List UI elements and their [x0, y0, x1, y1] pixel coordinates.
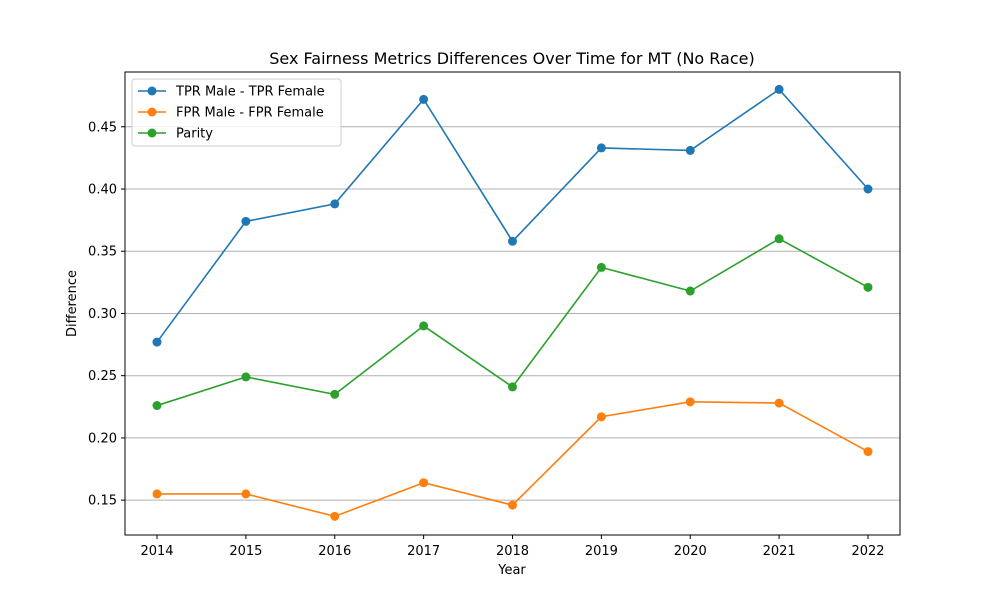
y-tick-label: 0.20	[88, 431, 117, 446]
x-tick-label: 2014	[140, 544, 173, 559]
data-point	[596, 412, 606, 422]
x-axis-ticks: 2014 2015 2016 2017 2018 2019 2020 2021 2022	[140, 535, 885, 559]
y-tick-label: 0.25	[88, 369, 117, 384]
data-point	[330, 199, 340, 209]
y-axis-ticks: 0.15 0.20 0.25 0.30 0.35 0.40 0.45	[88, 120, 125, 509]
data-point	[152, 401, 162, 411]
legend: TPR Male - TPR Female FPR Male - FPR Fema…	[131, 78, 342, 147]
x-tick-label: 2022	[851, 544, 884, 559]
data-point	[241, 372, 251, 382]
data-point	[685, 286, 695, 296]
data-point	[774, 398, 784, 408]
legend-entry-label: FPR Male - FPR Female	[176, 106, 324, 121]
data-point	[863, 447, 873, 457]
data-point	[863, 184, 873, 194]
x-axis-label: Year	[497, 563, 526, 578]
y-tick-label: 0.35	[88, 245, 117, 260]
legend-swatch-marker	[147, 107, 157, 117]
x-tick-label: 2017	[407, 544, 440, 559]
x-tick-label: 2015	[229, 544, 262, 559]
data-point	[152, 337, 162, 347]
x-tick-label: 2019	[585, 544, 618, 559]
data-point	[419, 321, 429, 331]
chart-title: Sex Fairness Metrics Differences Over Ti…	[269, 49, 754, 68]
data-point	[508, 382, 517, 392]
data-point	[419, 478, 429, 488]
data-point	[330, 389, 340, 399]
data-point	[596, 143, 606, 153]
legend-entry-label: Parity	[176, 127, 213, 142]
y-tick-label: 0.40	[88, 182, 117, 197]
data-point	[330, 511, 340, 521]
x-tick-label: 2021	[763, 544, 796, 559]
data-point	[152, 489, 162, 499]
series-layer	[152, 84, 873, 521]
data-point	[863, 282, 873, 292]
x-tick-label: 2018	[496, 544, 529, 559]
data-point	[419, 94, 429, 104]
data-point	[774, 234, 784, 244]
legend-entry-label: TPR Male - TPR Female	[175, 85, 325, 100]
y-tick-label: 0.15	[88, 494, 117, 509]
legend-swatch-marker	[147, 128, 157, 138]
series-line-3	[156, 237, 869, 407]
series-line-2	[156, 401, 869, 518]
gridlines	[125, 126, 900, 501]
data-point	[241, 489, 251, 499]
data-point	[241, 216, 251, 226]
legend-box	[131, 78, 342, 147]
legend-swatch-marker	[147, 86, 157, 96]
data-point	[596, 262, 606, 272]
data-point	[774, 84, 784, 94]
y-tick-label: 0.30	[88, 307, 117, 322]
x-tick-label: 2020	[674, 544, 707, 559]
data-point	[508, 236, 517, 246]
x-tick-label: 2016	[318, 544, 351, 559]
y-tick-label: 0.45	[88, 120, 117, 135]
data-point	[685, 145, 695, 155]
data-point	[685, 397, 695, 407]
y-axis-label: Difference	[65, 270, 80, 337]
data-point	[508, 500, 517, 510]
